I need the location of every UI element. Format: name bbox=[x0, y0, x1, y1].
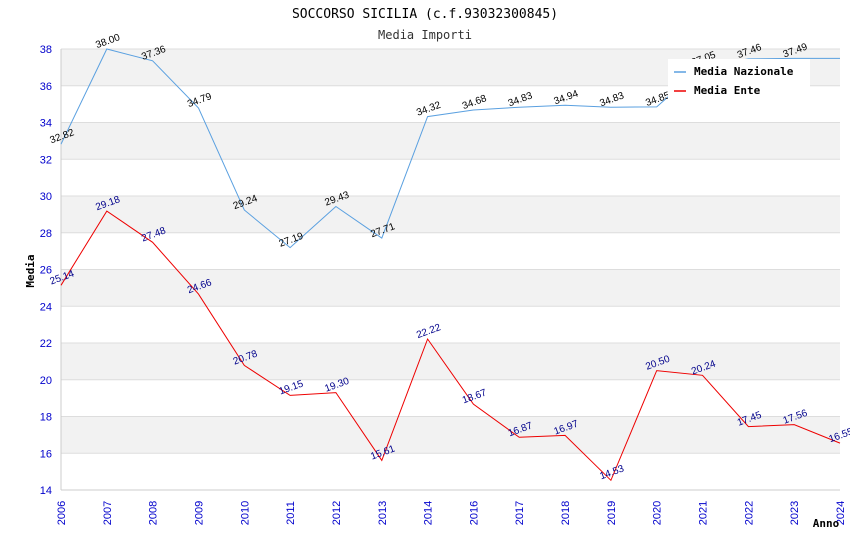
y-tick-label: 24 bbox=[40, 301, 52, 313]
y-tick-label: 32 bbox=[40, 154, 52, 166]
y-tick-label: 16 bbox=[40, 448, 52, 460]
series-line-media-ente bbox=[60, 210, 841, 482]
x-tick-label: 2024 bbox=[835, 501, 847, 525]
plot-band bbox=[61, 196, 840, 233]
x-tick-label: 2016 bbox=[468, 501, 480, 525]
x-tick-label: 2014 bbox=[423, 501, 435, 525]
plot-band bbox=[61, 306, 840, 343]
y-tick-label: 30 bbox=[40, 191, 52, 203]
x-tick-label: 2017 bbox=[514, 501, 526, 525]
y-tick-label: 38 bbox=[40, 44, 52, 56]
legend-label-media-ente: Media Ente bbox=[694, 84, 761, 97]
y-tick-label: 18 bbox=[40, 412, 52, 424]
legend-box bbox=[668, 59, 810, 101]
y-tick-labels: 14 16 18 20 22 24 26 28 30 32 34 36 38 bbox=[40, 44, 52, 497]
x-tick-label: 2009 bbox=[193, 501, 205, 525]
y-tick-label: 14 bbox=[40, 485, 52, 497]
chart-title: SOCCORSO SICILIA (c.f.93032300845) bbox=[292, 7, 558, 22]
y-tick-label: 26 bbox=[40, 265, 52, 277]
y-tick-label: 34 bbox=[40, 118, 52, 130]
x-axis-label: Anno bbox=[813, 517, 840, 530]
x-tick-labels: 2006 2007 2008 2009 2010 2011 2012 2013 2014 2016… bbox=[56, 501, 847, 525]
x-tick-label: 2022 bbox=[743, 501, 755, 525]
chart-subtitle: Media Importi bbox=[378, 28, 472, 42]
x-tick-label: 2023 bbox=[789, 501, 801, 525]
axes bbox=[60, 49, 840, 491]
legend: Media Nazionale Media Ente bbox=[668, 59, 810, 101]
y-tick-label: 36 bbox=[40, 81, 52, 93]
x-tick-label: 2010 bbox=[239, 501, 251, 525]
plot-band bbox=[61, 232, 840, 270]
plot-band bbox=[61, 269, 840, 307]
y-tick-label: 20 bbox=[40, 375, 52, 387]
x-tick-label: 2008 bbox=[148, 501, 160, 525]
y-tick-label: 22 bbox=[40, 338, 52, 350]
x-tick-label: 2007 bbox=[102, 501, 114, 525]
plot-band bbox=[61, 379, 840, 417]
plot-band bbox=[61, 159, 840, 196]
plot-background-bands bbox=[61, 49, 840, 490]
x-tick-label: 2012 bbox=[331, 501, 343, 525]
plot-band bbox=[61, 343, 840, 380]
x-tick-label: 2019 bbox=[606, 501, 618, 525]
x-tick-label: 2021 bbox=[698, 501, 710, 525]
legend-label-media-nazionale: Media Nazionale bbox=[694, 65, 794, 78]
data-label: 38.00 bbox=[94, 32, 122, 51]
x-tick-label: 2020 bbox=[652, 501, 664, 525]
x-tick-label: 2018 bbox=[560, 501, 572, 525]
x-tick-label: 2011 bbox=[285, 501, 297, 525]
plot-band bbox=[61, 453, 840, 490]
plot-band bbox=[61, 122, 840, 160]
plot-band bbox=[61, 416, 840, 454]
x-tick-label: 2006 bbox=[56, 501, 68, 525]
y-axis-label: Media bbox=[24, 254, 37, 287]
x-tick-label: 2013 bbox=[377, 501, 389, 525]
y-tick-label: 28 bbox=[40, 228, 52, 240]
